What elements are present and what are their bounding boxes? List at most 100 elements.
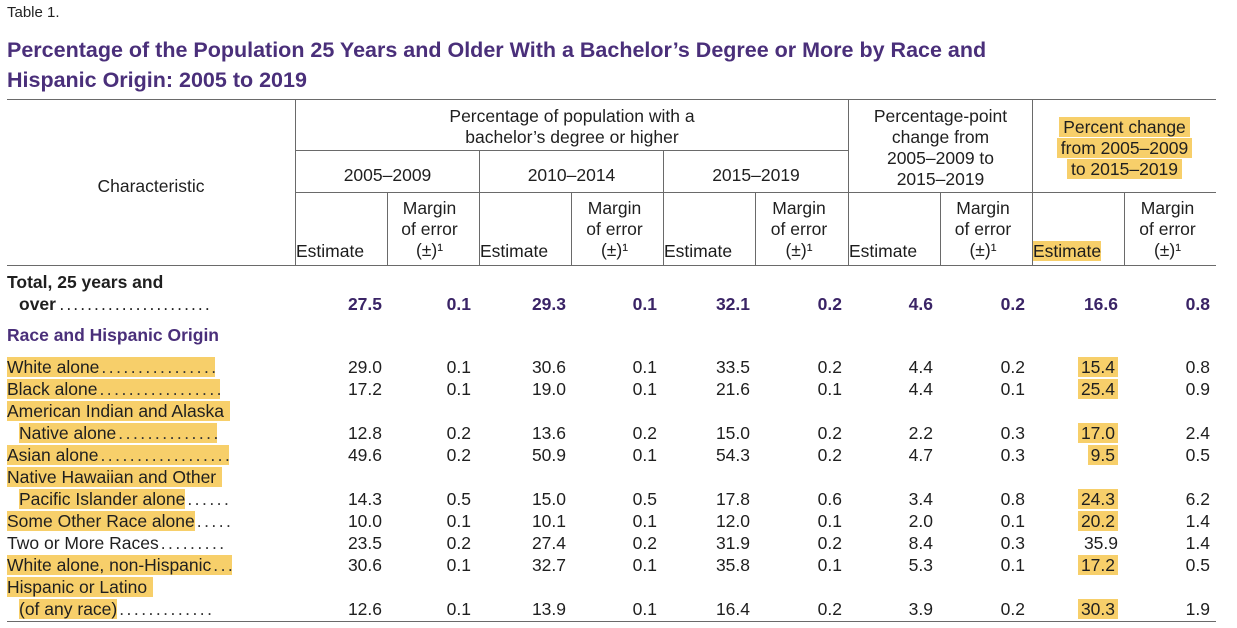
estimate-header: Estimate	[1033, 241, 1102, 262]
table-cell: 16.4	[715, 599, 750, 619]
title-line-1: Percentage of the Population 25 Years an…	[7, 38, 987, 62]
section-title: Race and Hispanic Origin	[7, 325, 219, 345]
pct-group-line-1: Percentage of population with a	[449, 106, 695, 126]
vrule-3	[479, 150, 480, 265]
moe-header-line: (±)¹	[1153, 240, 1182, 260]
table-cell: 4.7	[908, 445, 933, 465]
table-cell: 0.2	[817, 357, 842, 377]
table-cell: 27.4	[531, 533, 566, 553]
highlighted-value: 20.2	[1077, 511, 1118, 531]
table-cell: 0.2	[1000, 599, 1025, 619]
moe-header: Margin of error (±)¹	[941, 198, 1025, 261]
table-cell: 10.0	[347, 511, 382, 531]
table-cell: 12.8	[347, 423, 382, 443]
table-cell: 0.1	[817, 379, 842, 399]
dot-leader: . . . . . .	[187, 489, 229, 509]
table-cell: 24.3	[1038, 489, 1118, 510]
estimate-header: Estimate	[664, 241, 732, 262]
moe-header-line: of error	[1139, 219, 1196, 239]
table-title: Percentage of the Population 25 Years an…	[7, 35, 1232, 95]
estimate-header-label: Estimate	[849, 241, 918, 261]
total-label-line-1: Total, 25 years and	[7, 272, 164, 292]
table-cell: 2.0	[908, 511, 933, 531]
table-cell: 0.1	[632, 511, 657, 531]
table-cell: 0.2	[817, 599, 842, 619]
moe-header: Margin of error (±)¹	[1125, 198, 1210, 261]
row-label-prefix-text: American Indian and Alaska	[7, 401, 230, 421]
table-cell: 0.1	[632, 599, 657, 619]
table-cell: 0.1	[446, 511, 471, 531]
vrule-5	[663, 150, 664, 265]
table-cell: 0.8	[1185, 294, 1210, 314]
estimate-header: Estimate	[849, 241, 917, 262]
highlighted-value: 24.3	[1077, 489, 1118, 509]
table-cell: 0.6	[817, 489, 842, 509]
table-cell: 0.1	[446, 555, 471, 575]
table-cell: 0.2	[446, 533, 471, 553]
period-rule	[295, 150, 848, 151]
table-cell: 23.5	[347, 533, 382, 553]
header-bottom-rule	[7, 265, 1216, 266]
table-cell: 4.4	[908, 357, 933, 377]
vrule-2	[387, 192, 388, 265]
table-cell: 49.6	[347, 445, 382, 465]
table-cell: 29.0	[347, 357, 382, 377]
table-cell: 0.2	[817, 445, 842, 465]
table-cell: 0.1	[632, 357, 657, 377]
table-cell: 0.1	[632, 294, 657, 314]
table-cell: 0.1	[632, 555, 657, 575]
row-label-text: Black alone. . . . . . . . . . . . . . .…	[7, 379, 222, 399]
highlighted-value: 17.0	[1077, 423, 1118, 443]
table-cell: 15.4	[1038, 357, 1118, 378]
total-label-text: over	[19, 294, 56, 314]
table-cell: 15.0	[531, 489, 566, 509]
table-cell: 8.4	[908, 533, 933, 553]
row-label: (of any race). . . . . . . . . . . . .	[19, 599, 212, 620]
table-cell: 3.9	[908, 599, 933, 619]
table-cell: 14.3	[347, 489, 382, 509]
table-cell: 0.1	[817, 555, 842, 575]
moe-header: Margin of error (±)¹	[572, 198, 657, 261]
dot-leader: . . .	[213, 555, 233, 575]
pp-line-1: Percentage-point	[873, 106, 1008, 126]
table-cell: 0.5	[446, 489, 471, 509]
table-cell: 0.2	[632, 533, 657, 553]
estimate-header: Estimate	[296, 241, 364, 262]
table-cell: 17.2	[347, 379, 382, 399]
table-cell: 30.6	[347, 555, 382, 575]
table-cell: 0.1	[632, 379, 657, 399]
table-cell: 0.1	[446, 599, 471, 619]
pp-line-3: 2005–2009 to	[886, 148, 995, 168]
moe-header-line: of error	[770, 219, 828, 239]
table-cell: 12.0	[715, 511, 750, 531]
dot-leader: . . . . . . . . . . . . . . . . . .	[100, 445, 229, 465]
table-cell: 27.5	[347, 294, 382, 314]
table-cell: 0.1	[446, 357, 471, 377]
table-cell: 0.1	[632, 445, 657, 465]
table-cell: 4.4	[908, 379, 933, 399]
table-cell: 0.2	[1000, 357, 1025, 377]
table-cell: 0.1	[446, 294, 471, 314]
table-cell: 15.0	[715, 423, 750, 443]
table-cell: 17.8	[715, 489, 750, 509]
title-line-2: Hispanic Origin: 2005 to 2019	[7, 68, 307, 92]
pp-line-2: change from	[891, 127, 990, 147]
table-cell: 17.0	[1038, 423, 1118, 444]
dot-leader: . . . . . . . . . . . . .	[119, 599, 212, 619]
moe-header: Margin of error (±)¹	[756, 198, 842, 261]
moe-header: Margin of error (±)¹	[388, 198, 471, 261]
table-cell: 50.9	[531, 445, 566, 465]
total-label-line-2: over . . . . . . . . . . . . . . . . . .…	[19, 294, 210, 315]
table-label: Table 1.	[7, 4, 60, 21]
moe-header-line: Margin	[587, 198, 642, 218]
vrule-9	[1032, 99, 1033, 265]
table-cell: 13.9	[531, 599, 566, 619]
dot-leader: . . . . . . . . . . . . . . . . . . . . …	[55, 294, 209, 314]
vrule-4	[571, 192, 572, 265]
table-cell: 1.9	[1185, 599, 1210, 619]
table-cell: 4.6	[908, 294, 933, 314]
moe-header-line: of error	[954, 219, 1012, 239]
table-cell: 0.9	[1185, 379, 1210, 399]
row-label-prefix: American Indian and Alaska	[7, 401, 230, 422]
row-label: Native alone. . . . . . . . . . . . . .	[19, 423, 218, 444]
